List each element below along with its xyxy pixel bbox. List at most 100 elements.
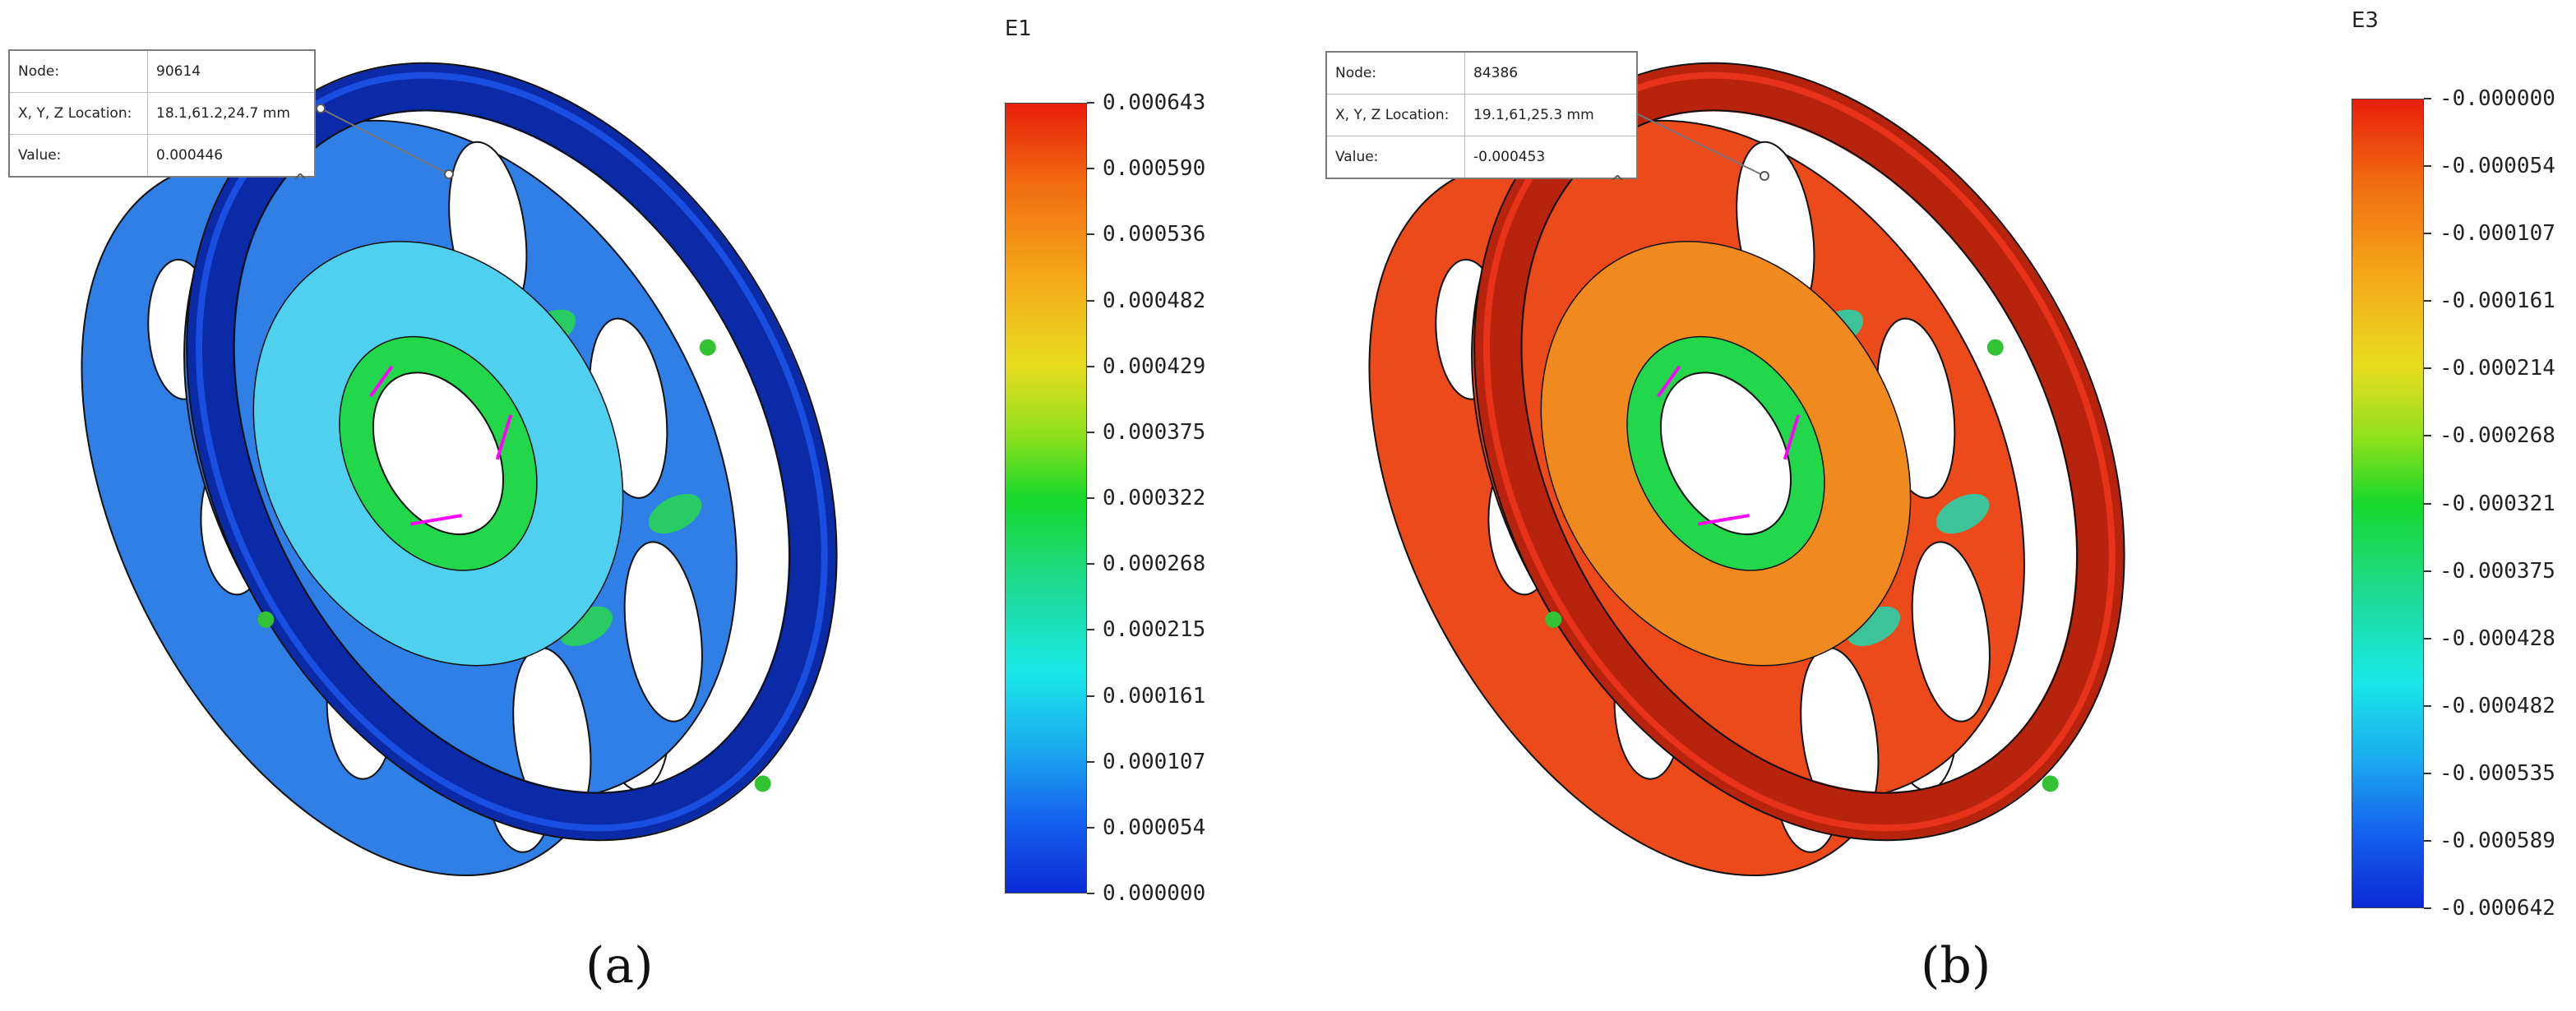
legend-tick: 0.000643 bbox=[1087, 90, 1205, 115]
tick-label: -0.000268 bbox=[2440, 423, 2555, 449]
fixture-marker bbox=[1986, 339, 2004, 356]
tick-mark bbox=[1087, 826, 1094, 829]
tick-label: 0.000482 bbox=[1103, 288, 1206, 313]
tick-mark bbox=[2424, 98, 2431, 99]
tick-mark bbox=[1087, 233, 1094, 236]
load-arrow bbox=[1657, 365, 1681, 398]
fixture-marker bbox=[2042, 775, 2059, 792]
spoke-window bbox=[1911, 541, 1991, 722]
legend-title: E1 bbox=[1005, 16, 1032, 41]
legend-tick: -0.000214 bbox=[2424, 356, 2555, 381]
load-arrow bbox=[1697, 514, 1750, 526]
legend-tick: 0.000429 bbox=[1087, 354, 1205, 379]
panel-caption: (a) bbox=[585, 937, 654, 995]
probe-node-row: Node: 84386 bbox=[1327, 53, 1636, 95]
tick-label: -0.000107 bbox=[2440, 221, 2555, 247]
probe-node-value: 84386 bbox=[1473, 65, 1519, 81]
legend-ticks: 0.000643 0.000590 0.000536 0.000482 0.000429… bbox=[1087, 90, 1276, 906]
fixture-marker bbox=[257, 611, 275, 628]
probe-node-label: Node: bbox=[1327, 53, 1465, 94]
panel-a: Node: 90614 X, Y, Z Location: 18.1,61.2,… bbox=[8, 16, 1276, 995]
tick-mark bbox=[1087, 365, 1094, 367]
tick-mark bbox=[1087, 431, 1094, 433]
tick-label: 0.000268 bbox=[1103, 552, 1206, 577]
tick-label: -0.000054 bbox=[2440, 154, 2555, 179]
tick-label: 0.000161 bbox=[1103, 683, 1206, 709]
tick-mark bbox=[1087, 102, 1094, 104]
probe-value-row: Value: -0.000453 bbox=[1327, 136, 1636, 178]
tick-label: -0.000214 bbox=[2440, 356, 2555, 381]
probe-box: Node: 84386 X, Y, Z Location: 19.1,61,25… bbox=[1325, 51, 1638, 179]
pulley-model-e1 bbox=[81, 62, 838, 877]
tick-mark bbox=[2424, 233, 2431, 235]
bore-hole bbox=[372, 372, 505, 536]
legend-tick: -0.000482 bbox=[2424, 694, 2555, 718]
legend-tick: -0.000268 bbox=[2424, 423, 2555, 448]
legend-tick: -0.000000 bbox=[2424, 86, 2555, 111]
collapse-caret-icon[interactable]: ^ bbox=[1610, 173, 1626, 193]
tick-label: -0.000428 bbox=[2440, 626, 2555, 651]
tick-mark bbox=[2424, 907, 2431, 909]
legend-tick: -0.000375 bbox=[2424, 559, 2555, 584]
legend-tick: 0.000054 bbox=[1087, 815, 1205, 840]
legend-tick: -0.000535 bbox=[2424, 761, 2555, 786]
probe-box: Node: 90614 X, Y, Z Location: 18.1,61.2,… bbox=[8, 49, 316, 178]
load-arrow bbox=[495, 414, 513, 460]
legend-tick: -0.000642 bbox=[2424, 896, 2555, 921]
tick-mark bbox=[1087, 563, 1094, 566]
probe-location-value: 18.1,61.2,24.7 mm bbox=[156, 105, 290, 122]
legend-tick: 0.000322 bbox=[1087, 486, 1205, 510]
tick-label: -0.000000 bbox=[2440, 86, 2555, 111]
tick-mark bbox=[2424, 502, 2431, 505]
tick-label: -0.000321 bbox=[2440, 491, 2555, 516]
probe-location-label: X, Y, Z Location: bbox=[1327, 95, 1465, 136]
tick-mark bbox=[1087, 893, 1094, 894]
legend-tick: 0.000161 bbox=[1087, 684, 1205, 709]
load-arrow bbox=[369, 365, 394, 398]
tick-mark bbox=[1087, 497, 1094, 499]
tick-mark bbox=[2424, 367, 2431, 370]
legend-tick: 0.000268 bbox=[1087, 552, 1205, 576]
legend-tick: -0.000054 bbox=[2424, 154, 2555, 178]
tick-mark bbox=[1087, 760, 1094, 763]
probe-location-row: X, Y, Z Location: 19.1,61,25.3 mm bbox=[1327, 95, 1636, 136]
legend-tick: -0.000161 bbox=[2424, 289, 2555, 313]
pulley-body bbox=[81, 62, 838, 877]
strain-hotspot bbox=[648, 493, 702, 534]
probe-leader bbox=[1632, 111, 1765, 177]
rim-outline-inner bbox=[233, 109, 791, 794]
fixture-marker bbox=[754, 775, 771, 792]
tick-label: -0.000589 bbox=[2440, 828, 2555, 853]
probe-location-row: X, Y, Z Location: 18.1,61.2,24.7 mm bbox=[10, 93, 314, 135]
legend-tick: 0.000482 bbox=[1087, 289, 1205, 313]
probe-point bbox=[444, 169, 454, 179]
probe-value-value: -0.000453 bbox=[1473, 149, 1546, 165]
bore-hole bbox=[1659, 372, 1792, 536]
tick-mark bbox=[2424, 772, 2431, 774]
tick-label: -0.000482 bbox=[2440, 693, 2555, 718]
tick-mark bbox=[1087, 299, 1094, 302]
tick-label: 0.000536 bbox=[1103, 222, 1206, 247]
probe-node-label: Node: bbox=[10, 51, 148, 92]
tick-mark bbox=[1087, 695, 1094, 697]
legend-tick: 0.000536 bbox=[1087, 222, 1205, 247]
tick-mark bbox=[2424, 637, 2431, 639]
tick-label: 0.000000 bbox=[1103, 881, 1206, 906]
collapse-caret-icon[interactable]: ^ bbox=[293, 171, 308, 192]
front-rim bbox=[187, 63, 836, 840]
probe-leader bbox=[320, 108, 450, 175]
legend-tick: 0.000215 bbox=[1087, 617, 1205, 642]
probe-value-label: Value: bbox=[10, 135, 148, 176]
load-arrow bbox=[409, 514, 463, 526]
legend-ticks: -0.000000 -0.000054 -0.000107 -0.000161 -0.0… bbox=[2424, 86, 2572, 921]
tick-mark bbox=[2424, 570, 2431, 572]
tick-mark bbox=[1087, 629, 1094, 631]
tick-mark bbox=[2424, 435, 2431, 437]
tick-label: 0.000643 bbox=[1103, 90, 1206, 115]
tick-label: 0.000107 bbox=[1103, 749, 1206, 774]
probe-location-value: 19.1,61,25.3 mm bbox=[1473, 107, 1594, 123]
color-scale-bar bbox=[1005, 103, 1087, 893]
probe-point bbox=[1760, 171, 1769, 181]
legend-tick: -0.000107 bbox=[2424, 221, 2555, 246]
color-scale-bar bbox=[2352, 99, 2424, 908]
